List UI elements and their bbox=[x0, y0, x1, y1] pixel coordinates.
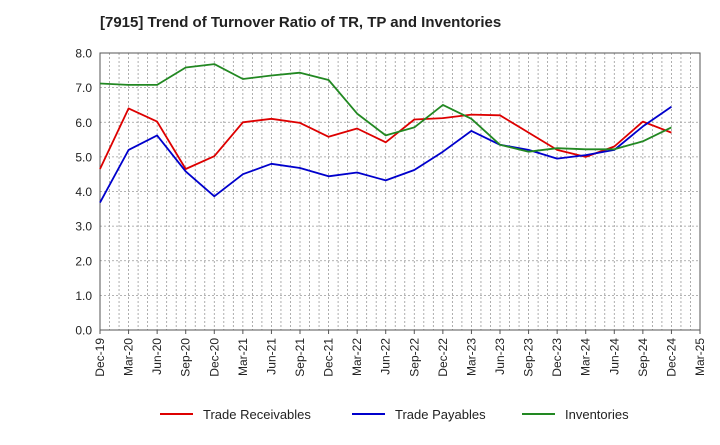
y-tick-label: 1.0 bbox=[75, 289, 92, 303]
y-tick-label: 6.0 bbox=[75, 116, 92, 130]
legend: Trade Receivables Trade Payables Inventori… bbox=[160, 407, 629, 422]
y-tick-label: 2.0 bbox=[75, 254, 92, 268]
legend-label-inventories: Inventories bbox=[565, 407, 629, 422]
x-tick-label: Dec-23 bbox=[550, 338, 564, 377]
x-tick-label: Mar-25 bbox=[693, 338, 707, 376]
x-tick-label: Dec-20 bbox=[207, 338, 221, 377]
y-tick-label: 5.0 bbox=[75, 150, 92, 164]
series-line-trade-payables bbox=[99, 105, 672, 204]
x-tick-label: Jun-22 bbox=[379, 338, 393, 375]
y-tick-label: 3.0 bbox=[75, 220, 92, 234]
x-tick-label: Mar-22 bbox=[350, 338, 364, 376]
plot-frame bbox=[99, 52, 701, 331]
x-tick-label: Sep-20 bbox=[179, 338, 193, 377]
x-tick-label: Sep-22 bbox=[407, 338, 421, 377]
x-tick-label: Mar-20 bbox=[122, 338, 136, 376]
x-tick-label: Mar-23 bbox=[464, 338, 478, 376]
x-tick-label: Mar-24 bbox=[579, 338, 593, 376]
x-tick-label: Sep-21 bbox=[293, 338, 307, 377]
y-tick-label: 4.0 bbox=[75, 185, 92, 199]
y-tick-label: 8.0 bbox=[75, 47, 92, 61]
series-line-trade-receivables bbox=[99, 107, 672, 170]
x-tick-label: Dec-21 bbox=[322, 338, 336, 377]
x-tick-label: Jun-24 bbox=[607, 338, 621, 375]
x-tick-label: Jun-20 bbox=[150, 338, 164, 375]
axes: 0.0 1.0 2.0 3.0 4.0 5.0 6.0 7.0 8.0 Dec-19 Mar-20 J… bbox=[75, 47, 707, 377]
series-line-inventories bbox=[99, 63, 672, 153]
grid-lines bbox=[99, 52, 701, 331]
x-tick-label: Sep-23 bbox=[522, 338, 536, 377]
series-lines bbox=[99, 63, 672, 204]
x-tick-label: Dec-19 bbox=[93, 338, 107, 377]
x-tick-label: Jun-21 bbox=[264, 338, 278, 375]
x-tick-label: Dec-24 bbox=[664, 338, 678, 377]
y-tick-label: 0.0 bbox=[75, 324, 92, 338]
x-tick-label: Dec-22 bbox=[436, 338, 450, 377]
chart-title: [7915] Trend of Turnover Ratio of TR, TP… bbox=[100, 14, 502, 31]
x-tick-label: Jun-23 bbox=[493, 338, 507, 375]
x-tick-label: Mar-21 bbox=[236, 338, 250, 376]
legend-label-trade-payables: Trade Payables bbox=[395, 407, 486, 422]
x-tick-label: Sep-24 bbox=[636, 338, 650, 377]
y-tick-label: 7.0 bbox=[75, 81, 92, 95]
legend-label-trade-receivables: Trade Receivables bbox=[203, 407, 311, 422]
